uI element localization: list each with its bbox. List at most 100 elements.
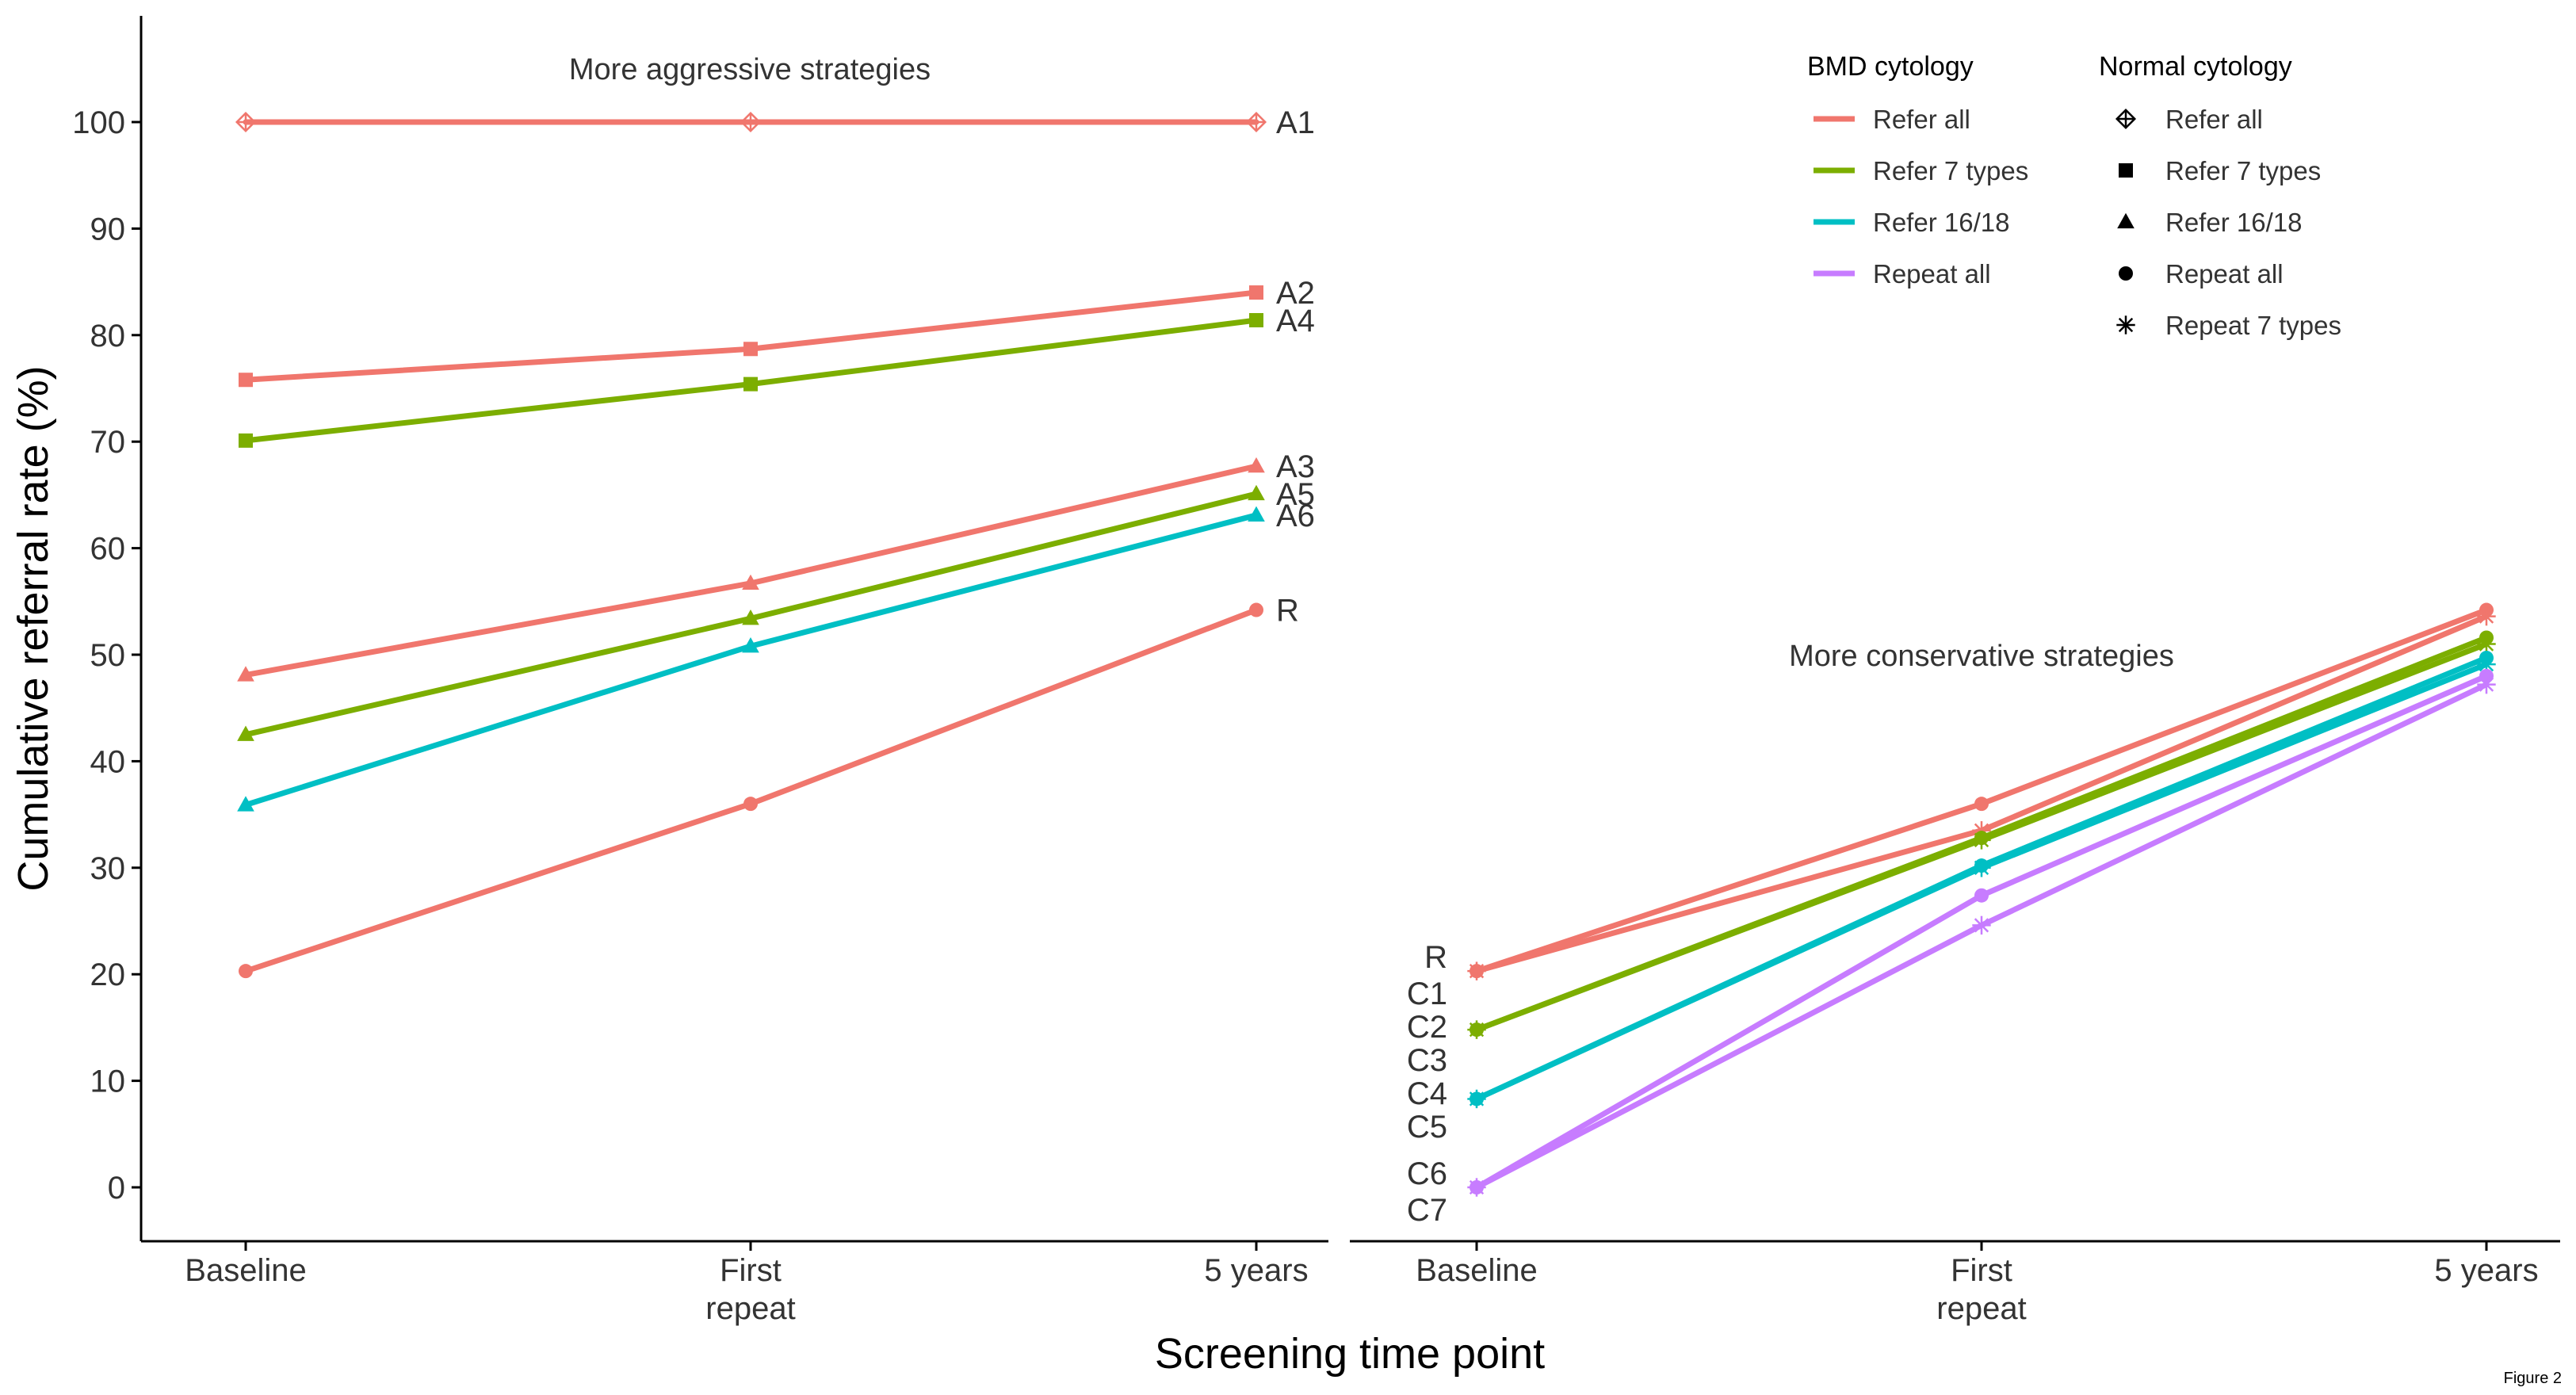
end-label-A6: A6 xyxy=(1276,499,1315,533)
point-A2 xyxy=(239,373,253,388)
x-tick-label: First repeat xyxy=(1936,1253,2026,1326)
left-panel-x-ticks: Baseline First repeat 5 years xyxy=(185,1241,1309,1326)
series-line-A2 xyxy=(243,289,1259,383)
point-R xyxy=(1249,602,1263,617)
legend-bmd-label: Refer 7 types xyxy=(1873,156,2028,185)
series-C1 xyxy=(1467,606,2496,980)
legend-normal-swatch xyxy=(2117,212,2135,229)
series-A2 xyxy=(239,285,1263,388)
legend-normal-label: Repeat all xyxy=(2165,259,2284,289)
series-A5 xyxy=(237,484,1265,741)
y-tick-label: 80 xyxy=(90,319,126,354)
legend-normal-label: Refer 16/18 xyxy=(2165,208,2302,237)
series-C7 xyxy=(1467,675,2496,1197)
series-line-C7 xyxy=(1473,682,2490,1191)
left-panel-annotation: More aggressive strategies xyxy=(569,53,931,86)
y-tick-label: 30 xyxy=(90,851,126,886)
point-A1 xyxy=(235,111,257,133)
point-A5 xyxy=(237,725,254,741)
legend-normal-label: Refer all xyxy=(2165,105,2263,134)
end-label-R: R xyxy=(1276,594,1299,629)
point-C7 xyxy=(2477,675,2496,694)
point-C3 xyxy=(2477,634,2496,654)
series-line-R xyxy=(243,607,1259,974)
start-label-R: R xyxy=(1424,940,1447,975)
series-A1 xyxy=(235,111,1267,133)
legend-bmd-label: Repeat all xyxy=(1873,259,1991,289)
y-tick-label: 0 xyxy=(108,1171,125,1206)
series-line-C5 xyxy=(1473,661,2490,1102)
series-A6 xyxy=(237,506,1265,812)
point-A2 xyxy=(743,342,758,357)
legend-normal-swatch xyxy=(2119,266,2133,281)
series-A3 xyxy=(237,457,1265,682)
point-R xyxy=(743,797,758,812)
point-A4 xyxy=(1249,312,1263,327)
point-C5 xyxy=(1467,1089,1486,1109)
legend-normal-swatch xyxy=(2116,315,2135,334)
y-axis-title: Cumulative referral rate (%) xyxy=(10,365,57,891)
x-tick-label: 5 years xyxy=(2434,1253,2538,1288)
series-C3 xyxy=(1467,634,2496,1039)
legend-normal-label: Refer 7 types xyxy=(2165,156,2321,185)
point-A6 xyxy=(237,796,254,812)
end-label-A5: A5 xyxy=(1276,477,1315,512)
series-C5 xyxy=(1467,655,2496,1109)
point-A6 xyxy=(1248,506,1265,522)
point-C1 xyxy=(1467,961,1486,980)
point-C3 xyxy=(1467,1020,1486,1039)
legend-normal-label: Repeat 7 types xyxy=(2165,311,2341,340)
x-tick-label: 5 years xyxy=(1204,1253,1308,1288)
y-tick-label: 90 xyxy=(90,212,126,247)
start-label-C4: C4 xyxy=(1407,1076,1447,1111)
series-C4 xyxy=(1470,651,2494,1106)
right-panel: More conservative strategies Baseline Fir… xyxy=(1350,602,2560,1326)
end-label-A2: A2 xyxy=(1276,276,1315,311)
y-tick-label: 40 xyxy=(90,744,126,779)
legend-normal-swatch xyxy=(2115,108,2137,130)
left-panel: More aggressive strategies 0 10 20 30 40 50 60… xyxy=(72,16,1328,1326)
x-tick-label: First repeat xyxy=(705,1253,795,1326)
series-R xyxy=(239,602,1263,979)
start-label-C1: C1 xyxy=(1407,976,1447,1011)
right-panel-x-ticks: Baseline First repeat 5 years xyxy=(1416,1241,2539,1326)
point-A4 xyxy=(239,433,253,448)
point-R xyxy=(1974,797,1989,812)
start-label-C6: C6 xyxy=(1407,1156,1447,1191)
start-label-C7: C7 xyxy=(1407,1193,1447,1228)
y-tick-label: 100 xyxy=(72,105,125,140)
series-line-A6 xyxy=(243,512,1259,808)
legend-bmd-title: BMD cytology xyxy=(1807,52,1974,82)
point-A1 xyxy=(1245,111,1267,133)
point-A4 xyxy=(743,376,758,392)
point-C7 xyxy=(1972,915,1991,935)
figure-label: Figure 2 xyxy=(2504,1370,2562,1387)
legend-normal-title: Normal cytology xyxy=(2099,52,2292,82)
right-panel-series xyxy=(1467,602,2496,1197)
point-A3 xyxy=(237,666,254,682)
point-A6 xyxy=(742,636,759,653)
x-tick-label: Baseline xyxy=(185,1253,306,1288)
y-tick-label: 10 xyxy=(90,1064,126,1099)
point-A3 xyxy=(1248,457,1265,473)
left-panel-y-ticks: 0 10 20 30 40 50 60 70 80 90 100 xyxy=(72,105,141,1206)
legend-normal-swatch xyxy=(2119,163,2133,178)
legend-normal-items: Refer all Refer 7 types Refer 16/18 Repeat … xyxy=(2115,105,2341,340)
point-A5 xyxy=(742,610,759,625)
x-axis-title: Screening time point xyxy=(1155,1330,1545,1378)
legend-bmd-label: Refer all xyxy=(1873,105,1970,134)
left-panel-series xyxy=(235,111,1267,979)
x-tick-label: Baseline xyxy=(1416,1253,1537,1288)
point-C1 xyxy=(2477,606,2496,626)
point-A3 xyxy=(742,574,759,590)
point-C7 xyxy=(1467,1178,1486,1197)
end-label-A3: A3 xyxy=(1276,449,1315,484)
point-A5 xyxy=(1248,484,1265,501)
series-A4 xyxy=(239,312,1263,448)
y-tick-label: 70 xyxy=(90,425,126,460)
start-label-C5: C5 xyxy=(1407,1110,1447,1145)
y-tick-label: 50 xyxy=(90,638,126,673)
